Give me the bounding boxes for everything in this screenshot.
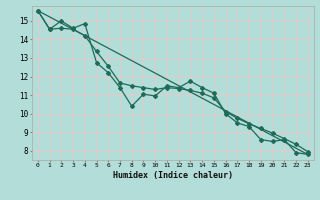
X-axis label: Humidex (Indice chaleur): Humidex (Indice chaleur)	[113, 171, 233, 180]
